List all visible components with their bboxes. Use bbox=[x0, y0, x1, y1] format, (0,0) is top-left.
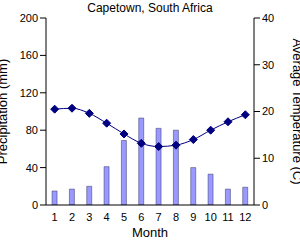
svg-text:40: 40 bbox=[26, 162, 38, 174]
svg-text:3: 3 bbox=[86, 211, 92, 223]
svg-text:120: 120 bbox=[20, 87, 38, 99]
svg-text:Precipitation (mm): Precipitation (mm) bbox=[8, 59, 10, 164]
svg-text:2: 2 bbox=[69, 211, 75, 223]
svg-text:10: 10 bbox=[262, 152, 274, 164]
svg-text:200: 200 bbox=[20, 12, 38, 24]
svg-text:10: 10 bbox=[205, 211, 217, 223]
svg-text:20: 20 bbox=[262, 105, 274, 117]
svg-text:Month: Month bbox=[132, 225, 168, 240]
svg-text:11: 11 bbox=[222, 211, 233, 223]
svg-text:0: 0 bbox=[32, 199, 38, 211]
svg-text:30: 30 bbox=[262, 59, 274, 71]
svg-text:6: 6 bbox=[138, 211, 144, 223]
svg-text:7: 7 bbox=[156, 211, 162, 223]
svg-text:12: 12 bbox=[239, 211, 251, 223]
svg-text:80: 80 bbox=[26, 124, 38, 136]
svg-text:9: 9 bbox=[190, 211, 196, 223]
html-text:Capetown, South Africa: Capetown, South Africa bbox=[87, 1, 213, 15]
svg-text:0: 0 bbox=[262, 199, 268, 211]
svg-text:40: 40 bbox=[262, 12, 274, 24]
svg-text:1: 1 bbox=[52, 211, 58, 223]
svg-text:5: 5 bbox=[121, 211, 127, 223]
svg-text:160: 160 bbox=[20, 49, 38, 61]
svg-text:4: 4 bbox=[104, 211, 110, 223]
svg-text:Average Temperature (C): Average Temperature (C) bbox=[290, 38, 292, 184]
svg-text:8: 8 bbox=[173, 211, 179, 223]
